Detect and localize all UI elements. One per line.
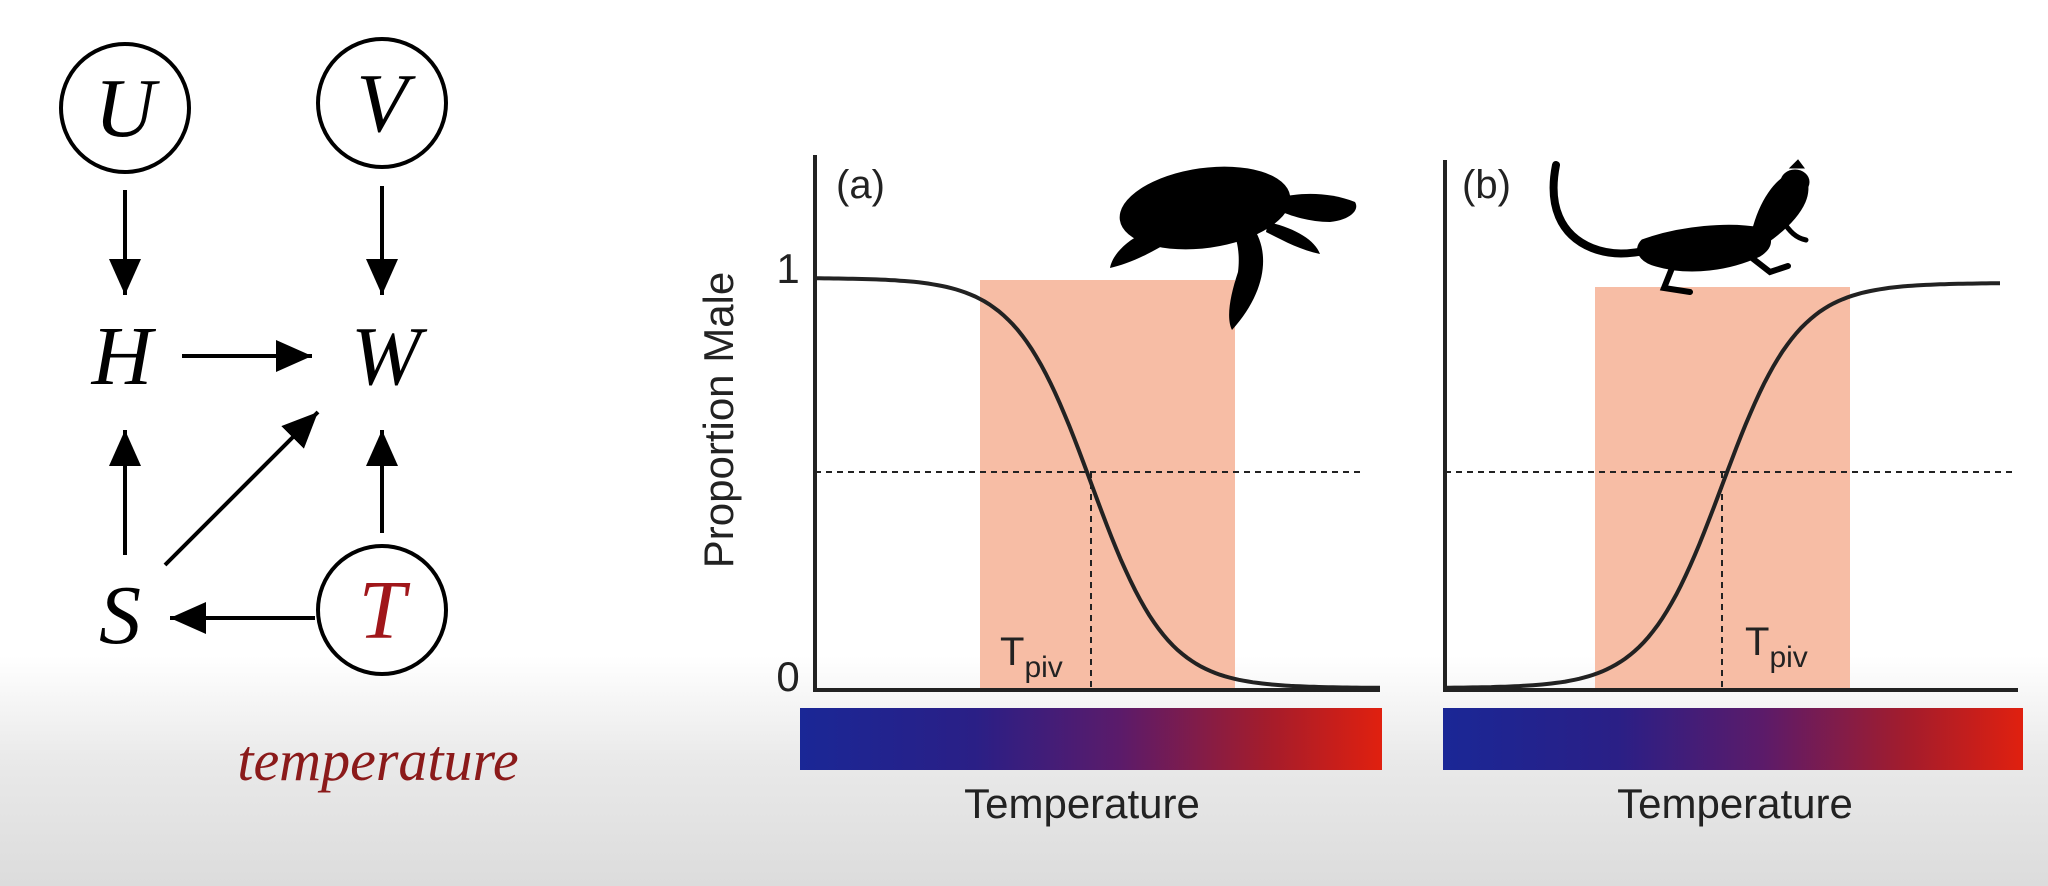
panel-a-tpiv-sub: piv — [1024, 651, 1062, 684]
turtle-silhouette — [1110, 166, 1357, 330]
node-w: W — [351, 310, 428, 403]
panel-b-tpiv-main: T — [1745, 620, 1769, 664]
panel-b-curve — [1445, 281, 2000, 690]
node-h: H — [91, 310, 157, 403]
panel-a: (a) Tpiv Temperature — [800, 155, 1382, 827]
panel-b-xlabel: Temperature — [1617, 780, 1853, 827]
panel-a-label: (a) — [836, 163, 885, 207]
panel-b-temperature-gradient — [1443, 708, 2023, 770]
node-circle-u — [59, 42, 191, 174]
panel-a-tpiv-main: T — [1000, 630, 1024, 674]
dag-edges — [109, 186, 398, 634]
tsd-panels: Proportion Male 1 0 (a) Tpiv Temperature — [695, 155, 2023, 827]
panel-b-label: (b) — [1462, 163, 1511, 207]
lizard-silhouette — [1549, 159, 1810, 295]
node-v: V — [356, 57, 416, 150]
panel-a-temperature-gradient — [800, 708, 1382, 770]
panel-a-tpiv-label: Tpiv — [1000, 630, 1063, 684]
panel-b: (b) Tpiv Temperature — [1443, 159, 2023, 827]
node-circle-t — [316, 544, 448, 676]
node-u: U — [95, 62, 161, 155]
dag-caption: temperature — [237, 728, 518, 793]
panel-a-xlabel: Temperature — [964, 780, 1200, 827]
panel-b-tpiv-sub: piv — [1769, 641, 1807, 674]
node-circle-v — [316, 37, 448, 169]
ytick-1: 1 — [776, 245, 799, 292]
node-s: S — [99, 569, 141, 662]
panel-a-curve — [815, 276, 1380, 690]
edge-s-to-w — [163, 410, 320, 567]
panel-b-tpiv-label: Tpiv — [1745, 620, 1808, 674]
ytick-0: 0 — [776, 653, 799, 700]
node-t: T — [359, 564, 411, 657]
panel-a-shaded-region — [980, 280, 1235, 690]
causal-dag: U V H W S T temperature — [59, 37, 519, 793]
ylabel: Proportion Male — [695, 272, 742, 568]
